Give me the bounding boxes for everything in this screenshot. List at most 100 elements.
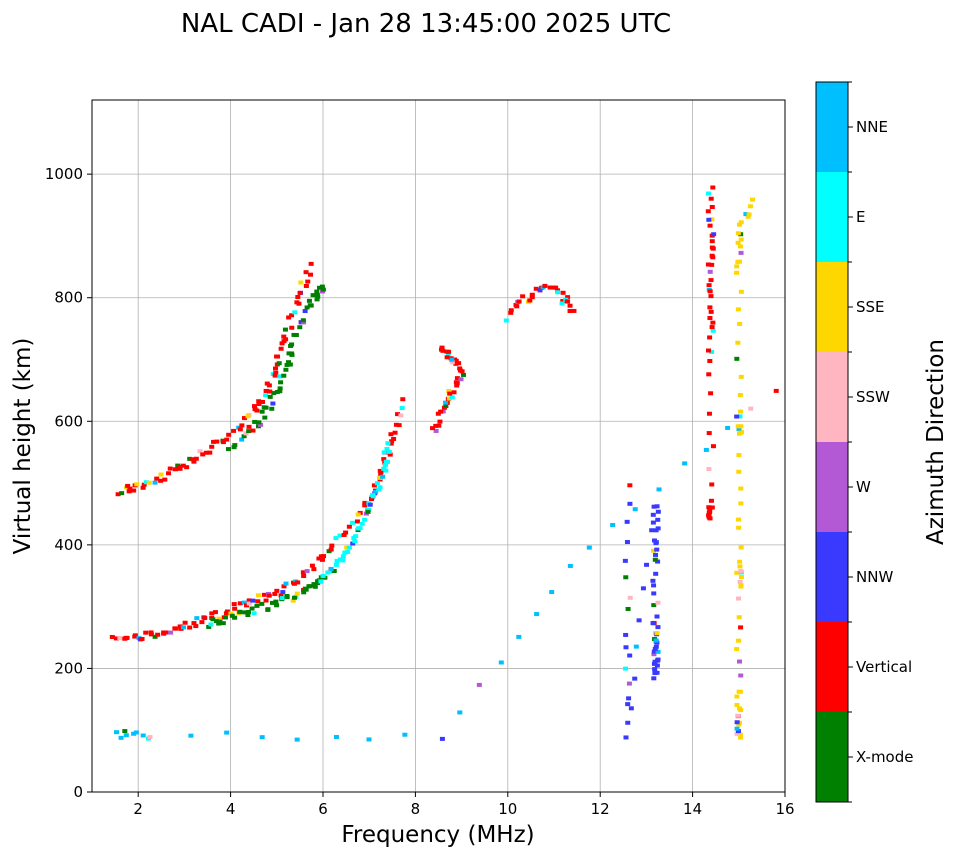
echo-mark: [210, 617, 216, 622]
echo-mark: [241, 600, 247, 605]
echo-mark: [738, 501, 744, 506]
echo-mark: [300, 570, 306, 575]
echo-mark: [292, 310, 298, 315]
echo-mark: [651, 504, 657, 509]
echo-mark: [386, 449, 392, 454]
echo-mark: [736, 638, 742, 643]
echo-mark: [384, 447, 390, 452]
echo-mark: [308, 261, 314, 266]
echo-mark: [277, 386, 283, 391]
echo-mark: [166, 471, 172, 476]
echo-mark: [709, 262, 715, 267]
echo-mark: [241, 434, 247, 439]
echo-mark: [354, 519, 360, 524]
trace-group: [225, 284, 326, 452]
echo-mark: [250, 428, 256, 433]
echo-mark: [274, 603, 280, 608]
echo-mark: [328, 566, 334, 571]
colorbar-category-label: NNE: [856, 118, 888, 136]
echo-mark: [652, 667, 658, 672]
echo-mark: [191, 459, 197, 464]
echo-mark: [258, 422, 264, 427]
echo-mark: [654, 631, 660, 636]
echo-mark: [126, 489, 132, 494]
echo-mark: [383, 468, 389, 473]
x-tick-label: 10: [498, 800, 517, 818]
echo-mark: [449, 395, 455, 400]
echo-mark: [610, 523, 616, 528]
echo-mark: [537, 288, 543, 293]
echo-mark: [232, 615, 238, 620]
echo-mark: [109, 634, 115, 639]
echo-mark: [346, 524, 352, 529]
echo-mark: [202, 615, 208, 620]
echo-mark: [212, 610, 218, 615]
echo-mark: [735, 231, 741, 236]
colorbar-category-label: Vertical: [856, 658, 912, 676]
echo-mark: [316, 556, 322, 561]
x-tick-label: 12: [591, 800, 610, 818]
echo-mark: [627, 483, 633, 488]
echo-mark: [395, 412, 401, 417]
echo-mark: [567, 563, 573, 568]
colorbar-category-label: NNW: [856, 568, 893, 586]
echo-mark: [383, 459, 389, 464]
echo-mark: [297, 325, 303, 330]
echo-mark: [709, 253, 715, 258]
echo-mark: [346, 545, 352, 550]
echo-mark: [367, 502, 373, 507]
echo-mark: [654, 504, 660, 509]
echo-mark: [440, 409, 446, 414]
echo-mark: [734, 570, 740, 575]
echo-mark: [146, 480, 152, 485]
echo-mark: [737, 564, 743, 569]
echo-mark: [708, 196, 714, 201]
trace-group: [622, 483, 661, 740]
echo-mark: [220, 440, 226, 445]
echo-mark: [651, 676, 657, 681]
echo-mark: [735, 340, 741, 345]
echo-mark: [706, 411, 712, 416]
echo-mark: [350, 520, 356, 525]
echo-mark: [220, 621, 226, 626]
echo-mark: [291, 581, 297, 586]
echo-mark: [446, 349, 452, 354]
echo-mark: [402, 732, 408, 737]
echo-mark: [337, 557, 343, 562]
x-axis-ticks: 2 4 6 8 10 12 14 16: [133, 792, 795, 818]
echo-mark: [143, 480, 149, 485]
trace-group: [109, 397, 406, 642]
trace-group: [430, 345, 467, 433]
echo-mark: [115, 492, 121, 497]
echo-mark: [291, 595, 297, 600]
echo-mark: [734, 270, 740, 275]
echo-mark: [707, 289, 713, 294]
echo-mark: [454, 381, 460, 386]
echo-mark: [260, 399, 266, 404]
echo-mark: [377, 485, 383, 490]
echo-mark: [216, 616, 222, 621]
echo-mark: [706, 467, 712, 472]
echo-mark: [290, 598, 296, 603]
echo-mark: [654, 547, 660, 552]
echo-marks: [109, 185, 779, 742]
echo-mark: [232, 606, 238, 611]
echo-mark: [542, 283, 548, 288]
echo-mark: [224, 730, 230, 735]
echo-mark: [162, 477, 168, 482]
echo-mark: [586, 545, 592, 550]
echo-mark: [640, 586, 646, 591]
echo-mark: [278, 380, 284, 385]
echo-mark: [213, 619, 219, 624]
echo-mark: [122, 729, 128, 734]
echo-mark: [458, 377, 464, 382]
plot-area-frame: [91, 99, 786, 793]
colorbar-segment: [816, 532, 848, 622]
echo-mark: [707, 269, 713, 274]
echo-mark: [295, 294, 301, 299]
echo-mark: [707, 223, 713, 228]
echo-mark: [187, 625, 193, 630]
echo-mark: [567, 303, 573, 308]
echo-mark: [289, 325, 295, 330]
colorbar: X-mode Vertical NNW W SSW SSE E NNE: [815, 81, 913, 803]
